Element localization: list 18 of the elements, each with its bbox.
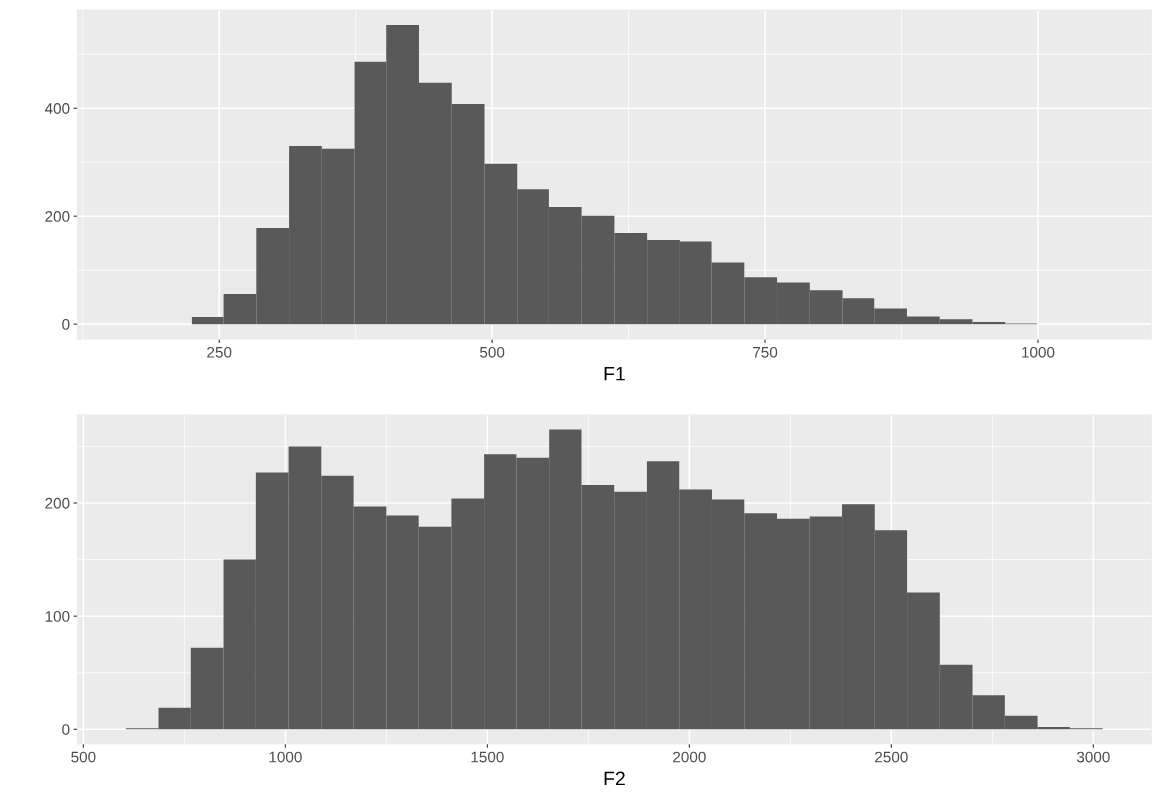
x-tick-label: 500 (480, 346, 505, 358)
y-tick-label: 100 (45, 611, 70, 622)
y-tick-label: 200 (45, 497, 70, 509)
x-tick-label: 750 (753, 346, 778, 358)
x-tick-label: 2000 (673, 751, 706, 763)
x-tick-label: 500 (71, 751, 96, 763)
x-tick-label: 1000 (1022, 346, 1055, 358)
x-tick-label: 2500 (875, 751, 908, 763)
x-axis-title: F1 (604, 366, 625, 381)
y-tick-label: 0 (62, 724, 70, 735)
x-tick-label: 1500 (471, 751, 504, 763)
x-tick-label: 3000 (1076, 751, 1110, 763)
x-axis-title: F2 (604, 771, 625, 786)
y-tick-label: 0 (62, 319, 70, 330)
x-tick-label: 1000 (269, 751, 302, 763)
x-tick-label: 250 (207, 346, 232, 358)
y-tick-label: 200 (45, 211, 70, 222)
y-tick-label: 400 (44, 103, 70, 114)
